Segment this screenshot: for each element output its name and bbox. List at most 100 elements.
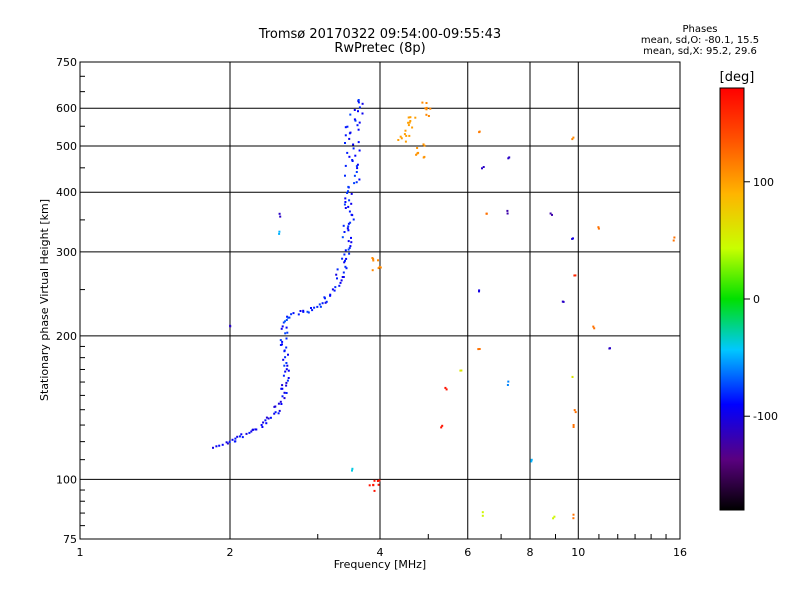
trace-point xyxy=(353,109,356,111)
y-tick-label: 75 xyxy=(63,533,77,546)
scatter-point xyxy=(409,116,412,119)
trace-point xyxy=(234,437,237,440)
x-tick-label: 2 xyxy=(227,546,234,559)
scatter-point xyxy=(609,347,611,350)
trace-point xyxy=(285,392,288,394)
scatter-point xyxy=(405,134,408,137)
y-tick-label: 300 xyxy=(56,246,77,259)
scatter-point xyxy=(371,269,374,272)
trace-point xyxy=(348,199,351,202)
trace-point xyxy=(353,182,356,185)
scatter-point xyxy=(597,226,600,229)
trace-point xyxy=(282,321,285,324)
x-tick-label: 1 xyxy=(77,546,84,559)
scatter-point xyxy=(377,259,379,262)
trace-point xyxy=(254,428,257,431)
trace-point xyxy=(285,346,288,349)
trace-point xyxy=(282,358,285,361)
data-points xyxy=(212,99,676,520)
trace-point xyxy=(343,253,346,256)
trace-point xyxy=(342,224,345,227)
scatter-point xyxy=(373,479,376,482)
trace-point xyxy=(281,384,284,387)
trace-point xyxy=(286,364,289,367)
scatter-point xyxy=(379,266,382,269)
scatter-point xyxy=(478,348,481,350)
trace-point xyxy=(282,374,285,377)
trace-point xyxy=(350,192,353,195)
x-tick-label: 8 xyxy=(527,546,534,559)
scatter-point xyxy=(429,107,432,110)
scatter-point xyxy=(399,135,402,138)
trace-point xyxy=(310,307,312,309)
y-tick-label: 750 xyxy=(56,56,77,69)
trace-point xyxy=(346,227,349,230)
trace-point xyxy=(280,387,283,390)
scatter-point xyxy=(551,213,553,216)
trace-point xyxy=(341,257,344,260)
scatter-point xyxy=(572,513,575,516)
trace-point xyxy=(228,440,231,443)
trace-point xyxy=(344,174,346,177)
trace-point xyxy=(318,303,321,306)
scatter-point xyxy=(397,139,400,141)
trace-point xyxy=(347,205,350,208)
trace-point xyxy=(278,409,281,412)
trace-point xyxy=(358,106,361,109)
scatter-point xyxy=(377,483,380,486)
trace-point xyxy=(285,381,288,384)
y-tick-label: 500 xyxy=(56,140,77,153)
scatter-point xyxy=(441,424,444,427)
trace-point xyxy=(344,164,347,167)
trace-point xyxy=(357,101,360,104)
scatter-point xyxy=(572,237,574,240)
trace-point xyxy=(347,185,350,188)
trace-point xyxy=(321,302,324,305)
trace-point xyxy=(285,319,288,321)
trace-point xyxy=(338,284,341,287)
trace-point xyxy=(341,236,344,239)
trace-point xyxy=(347,225,350,228)
scatter-point xyxy=(425,108,428,111)
plot-frame xyxy=(79,61,681,540)
scatter-point xyxy=(351,469,353,472)
trace-point xyxy=(286,379,289,382)
scatter-point xyxy=(424,107,427,110)
trace-point xyxy=(350,213,353,216)
trace-point xyxy=(343,231,346,233)
scatter-point xyxy=(507,157,510,160)
scatter-point xyxy=(409,120,412,122)
trace-point xyxy=(331,288,334,291)
x-tick-label: 16 xyxy=(673,546,687,559)
trace-point xyxy=(350,202,353,205)
trace-point xyxy=(347,240,350,243)
scatter-point xyxy=(572,517,575,520)
trace-point xyxy=(274,405,277,408)
scatter-point xyxy=(351,467,354,470)
scatter-point xyxy=(422,156,425,159)
trace-point xyxy=(349,113,352,116)
trace-point xyxy=(241,436,244,439)
trace-point xyxy=(250,430,253,433)
trace-point xyxy=(285,384,288,387)
trace-point xyxy=(273,412,276,415)
trace-point xyxy=(280,403,283,405)
scatter-point xyxy=(477,348,480,351)
trace-point xyxy=(215,445,218,448)
colorbar-ticks: 100 0 -100 xyxy=(744,176,778,423)
scatter-point xyxy=(425,106,428,109)
scatter-point xyxy=(506,212,509,215)
trace-point xyxy=(361,102,364,105)
chart-subtitle: RwPretec (8p) xyxy=(334,41,426,56)
scatter-point xyxy=(376,480,379,482)
trace-point xyxy=(348,252,351,255)
trace-point xyxy=(350,236,352,239)
trace-point xyxy=(284,356,287,359)
scatter-point xyxy=(378,479,381,482)
trace-point xyxy=(352,147,355,150)
scatter-point xyxy=(549,212,552,215)
scatter-point xyxy=(597,227,600,230)
trace-point xyxy=(324,297,326,300)
scatter-point xyxy=(481,514,484,517)
trace-point xyxy=(274,411,277,414)
